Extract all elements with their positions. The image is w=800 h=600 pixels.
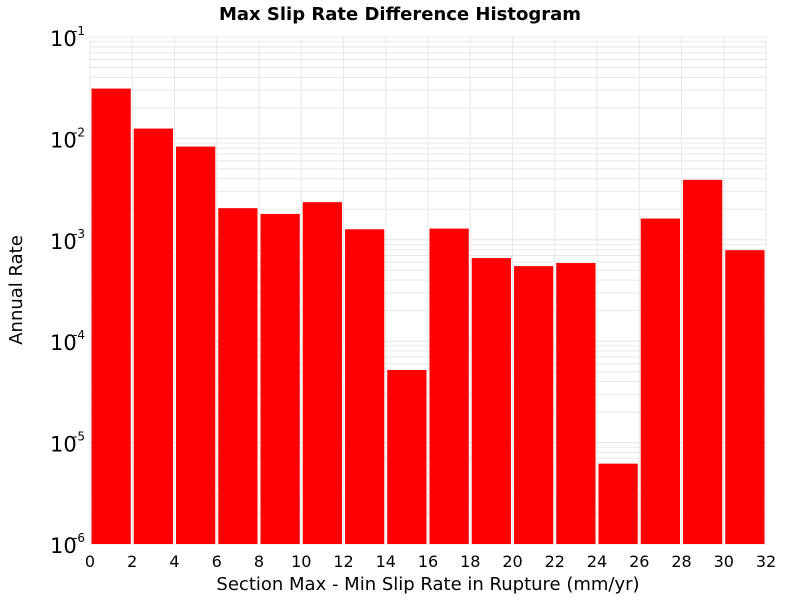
x-tick-label: 4 — [169, 552, 179, 571]
y-tick-exponent: -2 — [73, 125, 85, 139]
histogram-bar-16 — [725, 250, 765, 545]
y-tick-label: 10-3 — [50, 227, 85, 254]
histogram-bar-2 — [133, 128, 173, 545]
x-tick-label: 30 — [714, 552, 734, 571]
y-tick-base: 10 — [50, 433, 77, 457]
y-tick-exponent: -6 — [73, 531, 85, 545]
y-axis-label: Annual Rate — [6, 235, 27, 345]
x-axis-ticks: 0 2 4 6 8 10 12 14 16 18 20 22 24 26 28 30 32 — [85, 552, 776, 571]
y-tick-base: 10 — [50, 230, 77, 254]
x-tick-label: 22 — [545, 552, 565, 571]
x-tick-label: 32 — [756, 552, 776, 571]
y-tick-label: 10-2 — [50, 125, 85, 152]
x-tick-label: 26 — [629, 552, 649, 571]
x-tick-label: 2 — [127, 552, 137, 571]
histogram-bar-14 — [640, 218, 680, 544]
histogram-bar-15 — [683, 179, 723, 545]
y-tick-label: 10-5 — [50, 430, 85, 457]
y-tick-exponent: -1 — [73, 24, 85, 38]
x-tick-label: 12 — [333, 552, 353, 571]
x-tick-label: 28 — [671, 552, 691, 571]
x-tick-label: 20 — [502, 552, 522, 571]
histogram-bar-3 — [176, 146, 216, 545]
histogram-bar-11 — [514, 266, 554, 544]
x-tick-label: 6 — [212, 552, 222, 571]
histogram-bar-5 — [260, 213, 300, 544]
histogram-bar-10 — [471, 258, 511, 544]
y-tick-exponent: -4 — [73, 328, 85, 342]
histogram-bar-4 — [218, 208, 258, 544]
y-axis-ticks: 10-610-510-410-310-210-1 — [50, 24, 85, 558]
histogram-bar-13 — [598, 463, 638, 544]
histogram-bar-12 — [556, 263, 596, 544]
histogram-bar-7 — [345, 229, 385, 545]
x-tick-label: 24 — [587, 552, 607, 571]
y-tick-base: 10 — [50, 331, 77, 355]
y-tick-base: 10 — [50, 128, 77, 152]
y-tick-label: 10-4 — [50, 328, 85, 355]
y-tick-base: 10 — [50, 27, 77, 51]
x-tick-label: 16 — [418, 552, 438, 571]
y-tick-label: 10-1 — [50, 24, 85, 51]
x-tick-label: 10 — [291, 552, 311, 571]
y-tick-base: 10 — [50, 534, 77, 558]
x-axis-label: Section Max - Min Slip Rate in Rupture (… — [216, 574, 639, 595]
histogram-bar-8 — [387, 369, 427, 544]
x-tick-label: 14 — [376, 552, 396, 571]
histogram-bar-6 — [302, 202, 342, 545]
y-tick-exponent: -3 — [73, 227, 85, 241]
bars-group — [91, 88, 765, 545]
x-tick-label: 18 — [460, 552, 480, 571]
histogram-bar-1 — [91, 88, 131, 544]
histogram-bar-9 — [429, 228, 469, 545]
y-tick-label: 10-6 — [50, 531, 85, 558]
x-tick-label: 8 — [254, 552, 264, 571]
chart-title: Max Slip Rate Difference Histogram — [219, 4, 581, 25]
y-tick-exponent: -5 — [73, 430, 85, 444]
x-tick-label: 0 — [85, 552, 95, 571]
